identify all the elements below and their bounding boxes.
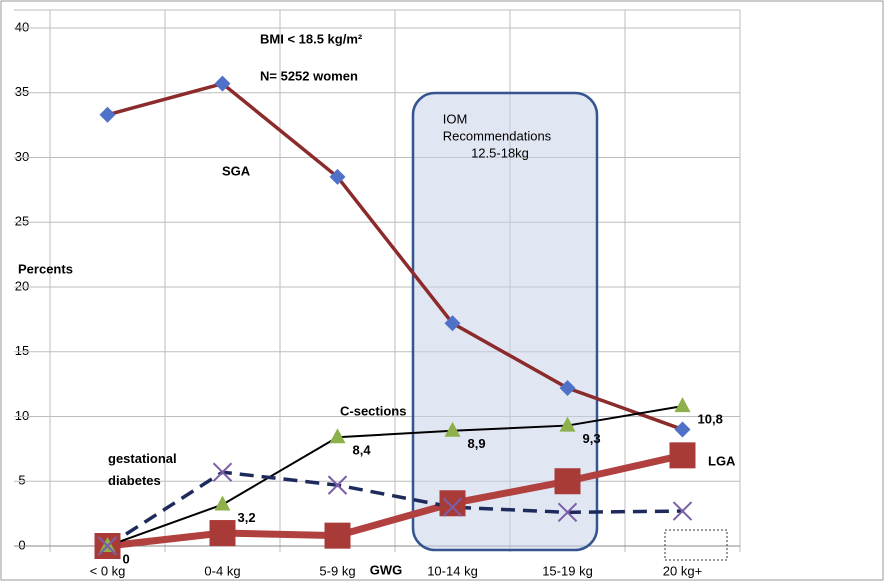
annotation: N= 5252 women	[260, 68, 358, 83]
y-tick-label: 15	[15, 343, 29, 358]
y-tick-label: 10	[15, 408, 29, 423]
y-tick-label: 25	[15, 214, 29, 229]
x-tick-label: 10-14 kg	[427, 563, 478, 578]
y-tick-label: 40	[15, 19, 29, 34]
y-axis-label: Percents	[18, 261, 73, 276]
y-tick-label: 0	[18, 537, 25, 552]
box-label: 12.5-18kg	[471, 145, 529, 160]
data-label: 3,2	[238, 510, 256, 525]
diamond-marker	[99, 106, 116, 123]
series-label: LGA	[708, 453, 736, 468]
x-marker	[557, 502, 578, 523]
dotted-box	[664, 529, 728, 561]
x-tick-label: 15-19 kg	[542, 563, 593, 578]
diamond-marker	[444, 315, 461, 332]
square-marker	[324, 522, 351, 549]
data-label: 8,9	[468, 436, 486, 451]
data-label: 9,3	[583, 431, 601, 446]
triangle-marker	[329, 428, 346, 444]
triangle-marker	[444, 421, 461, 437]
annotation: BMI < 18.5 kg/m²	[260, 31, 363, 46]
x-tick-label: 5-9 kg	[319, 563, 355, 578]
series-line	[107, 405, 683, 547]
series-line	[106, 470, 683, 548]
triangle-marker	[214, 495, 231, 511]
series-line	[107, 451, 684, 550]
square-marker	[554, 468, 581, 495]
diamond-marker	[214, 75, 231, 92]
x-marker	[327, 475, 348, 495]
series-label: SGA	[222, 163, 251, 178]
x-marker	[442, 497, 463, 517]
data-label: 0	[123, 551, 130, 566]
data-label: 8,4	[353, 443, 372, 458]
x-axis-label: GWG	[370, 562, 403, 577]
data-label: 10,8	[698, 412, 723, 427]
x-marker	[97, 536, 118, 556]
y-tick-label: 20	[15, 278, 29, 293]
x-tick-label: < 0 kg	[90, 563, 126, 578]
box-label: IOM	[443, 111, 468, 126]
diamond-marker	[329, 168, 346, 185]
y-tick-label: 35	[15, 84, 29, 99]
square-marker	[669, 442, 696, 469]
series-label: gestational diabetes	[108, 451, 177, 488]
triangle-marker	[674, 397, 691, 413]
series-label: C-sections	[340, 403, 406, 418]
triangle-marker	[99, 537, 116, 552]
box-label: Recommendations	[443, 128, 552, 143]
label-line: gestational	[108, 451, 177, 466]
series-line	[107, 81, 684, 432]
y-tick-label: 30	[15, 149, 29, 164]
x-marker	[672, 501, 693, 521]
x-marker	[212, 462, 233, 482]
diamond-marker	[559, 380, 576, 397]
square-marker	[209, 520, 236, 547]
label-line: diabetes	[108, 473, 161, 488]
y-tick-label: 5	[18, 473, 25, 488]
x-tick-label: 0-4 kg	[204, 563, 240, 578]
square-marker	[439, 490, 466, 517]
triangle-marker	[559, 416, 576, 432]
x-tick-label: 20 kg+	[663, 563, 702, 578]
diamond-marker	[674, 421, 691, 438]
